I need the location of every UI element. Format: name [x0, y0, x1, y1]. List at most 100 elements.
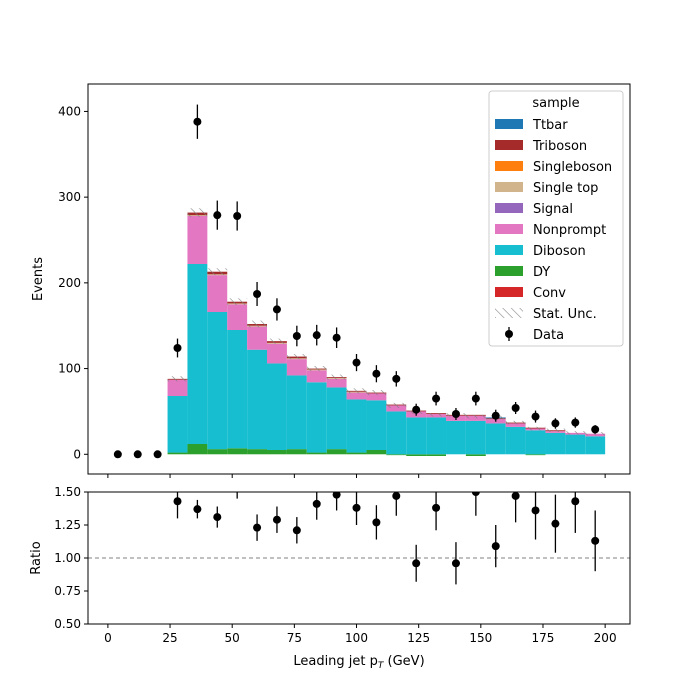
bar-nonprompt-14 [386, 405, 407, 412]
ratio-y-tick-label-0: 0.50 [54, 617, 81, 631]
stat-unc-18 [465, 414, 486, 419]
bar-dy-14 [386, 454, 407, 456]
bar-nonprompt-7 [247, 326, 268, 350]
bar-diboson-11 [326, 387, 347, 450]
stat-unc-8 [267, 338, 287, 344]
legend-label-conv: Conv [533, 286, 566, 301]
stat-unc-13 [366, 390, 387, 396]
bar-dy-13 [366, 450, 387, 455]
stat-unc-10 [306, 366, 327, 372]
stat-unc-7 [247, 320, 268, 328]
bar-diboson-19 [485, 423, 506, 455]
ratio-point-15 [471, 492, 480, 496]
legend-label-ttbar: Ttbar [532, 118, 568, 133]
bar-diboson-6 [227, 330, 248, 449]
bar-diboson-15 [406, 417, 427, 455]
legend-swatch-stat-unc [495, 308, 523, 318]
ratio-y-tick-label-4: 1.50 [54, 485, 81, 499]
bar-diboson-8 [267, 363, 287, 450]
legend-swatch-diboson [495, 245, 523, 255]
legend-swatch-single-top [495, 182, 523, 192]
ratio-point-6 [292, 526, 301, 535]
bar-dy-9 [286, 449, 307, 455]
bar-dy-18 [465, 454, 486, 456]
bar-diboson-16 [426, 417, 447, 455]
y-tick-label-3: 300 [58, 190, 81, 204]
ratio-point-14 [451, 559, 460, 568]
legend-swatch-triboson [495, 140, 523, 150]
stat-unc-21 [525, 426, 546, 431]
bar-nonprompt-6 [227, 304, 248, 330]
bar-diboson-18 [465, 420, 486, 455]
legend-label-signal: Signal [533, 202, 573, 217]
bar-nonprompt-5 [207, 275, 228, 312]
ratio-point-12 [412, 559, 421, 568]
legend-label-dy: DY [533, 265, 550, 280]
legend-label-singleboson: Singleboson [533, 160, 612, 175]
x-tick-label-1: 25 [162, 631, 177, 645]
bar-diboson-4 [187, 264, 208, 444]
x-axis-label-main: Leading jet p [293, 654, 378, 669]
ratio-point-8 [332, 492, 341, 499]
ratio-point-5 [272, 515, 281, 524]
bar-nonprompt-11 [326, 378, 347, 388]
bar-diboson-9 [286, 375, 307, 450]
legend-swatch-singleboson [495, 161, 523, 171]
bar-diboson-21 [525, 430, 546, 455]
bar-diboson-13 [366, 400, 387, 450]
ratio-point-4 [253, 523, 262, 532]
ratio-point-9 [352, 503, 361, 512]
ratio-y-tick-label-3: 1.25 [54, 518, 81, 532]
stacked-bars [167, 212, 606, 456]
bar-diboson-14 [386, 411, 407, 455]
bar-nonprompt-3 [167, 379, 188, 396]
y-tick-label-2: 200 [58, 276, 81, 290]
x-tick-label-4: 100 [345, 631, 368, 645]
data-point-22 [551, 419, 560, 428]
data-point-2 [153, 450, 162, 459]
bar-nonprompt-20 [505, 423, 526, 427]
y-tick-label-1: 100 [58, 362, 81, 376]
x-tick-label-0: 0 [104, 631, 112, 645]
ratio-points [173, 492, 600, 585]
legend-label-nonprompt: Nonprompt [533, 223, 606, 238]
bar-nonprompt-4 [187, 216, 208, 264]
data-point-8 [272, 305, 281, 314]
stat-unc-9 [286, 354, 307, 360]
legend-swatch-nonprompt [495, 224, 523, 234]
main-axes-frame [87, 83, 631, 475]
legend-swatch-data [505, 330, 513, 338]
stat-unc-23 [565, 431, 586, 435]
data-point-17 [451, 410, 460, 418]
bar-diboson-10 [306, 382, 327, 453]
data-point-14 [392, 374, 401, 383]
x-tick-label-6: 150 [469, 631, 492, 645]
stat-unc-20 [505, 420, 526, 425]
data-points [113, 104, 600, 459]
bar-nonprompt-8 [267, 343, 287, 364]
data-point-12 [352, 358, 361, 367]
ratio-point-19 [551, 519, 560, 528]
bar-nonprompt-10 [306, 370, 327, 383]
data-point-5 [213, 211, 222, 220]
ratio-point-2 [213, 513, 222, 522]
stat-unc-22 [545, 428, 566, 432]
bar-dy-16 [426, 454, 447, 456]
data-point-16 [432, 394, 441, 403]
x-tick-label-7: 175 [532, 631, 555, 645]
stat-unc-12 [346, 388, 367, 394]
data-point-9 [292, 332, 301, 340]
y-tick-label-4: 400 [58, 104, 81, 118]
ratio-y-tick-label-1: 0.75 [54, 584, 81, 598]
ratio-y-tick-label-2: 1.00 [54, 551, 81, 565]
stat-unc-6 [227, 298, 248, 306]
ratio-panel: 0.50 0.75 1.00 1.25 1.50 0 25 50 75 100 125 150 175… [29, 485, 631, 671]
bar-nonprompt-13 [366, 393, 387, 401]
bar-diboson-20 [505, 426, 526, 455]
ratio-point-13 [432, 503, 441, 512]
y-tick-label-0: 0 [73, 447, 81, 461]
data-point-21 [531, 412, 540, 421]
ratio-point-10 [372, 518, 381, 527]
ratio-point-18 [531, 506, 540, 515]
